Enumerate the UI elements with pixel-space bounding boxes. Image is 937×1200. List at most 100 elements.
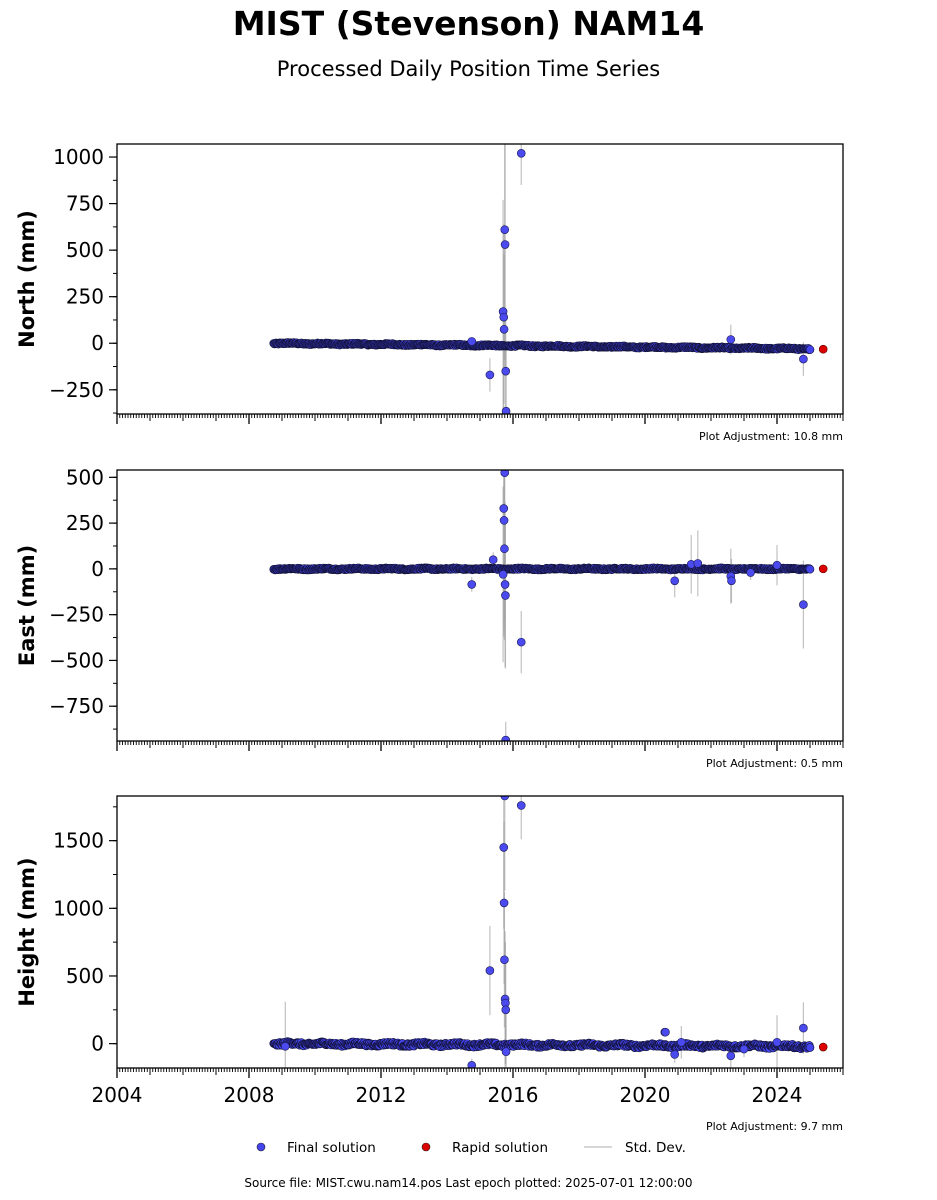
- final-solution-point: [799, 600, 808, 609]
- final-solution-point: [501, 1005, 511, 1015]
- legend-label: Final solution: [287, 1140, 376, 1156]
- final-solution-point: [467, 337, 477, 346]
- x-tick-label: 2004: [92, 1083, 143, 1107]
- y-axis-label: East (mm): [15, 545, 39, 666]
- final-solution-point: [693, 559, 703, 568]
- y-tick-label: −750: [49, 694, 104, 718]
- legend-label: Std. Dev.: [625, 1140, 686, 1156]
- panel-3: 0 500 1000 1500 2004 2008 2012 2016 2020 2024 Heig…: [15, 795, 844, 1133]
- axes-frame: [116, 469, 844, 742]
- y-tick-label: 250: [66, 285, 104, 309]
- y-tick-label: 250: [66, 511, 104, 535]
- legend: Final solution Rapid solution Std. Dev.: [256, 1140, 686, 1156]
- chart-subtitle: Processed Daily Position Time Series: [276, 57, 661, 81]
- source-footer: Source file: MIST.cwu.nam14.pos Last epo…: [244, 1176, 693, 1190]
- final-solution-point: [500, 240, 510, 249]
- final-solution-point: [516, 801, 526, 810]
- final-solution-point: [772, 1037, 782, 1047]
- y-tick-label: 0: [91, 331, 104, 355]
- final-solution-series: [269, 1037, 815, 1053]
- chart-title: MIST (Stevenson) NAM14: [232, 4, 705, 43]
- plot-adjustment-label: Plot Adjustment: 0.5 mm: [706, 757, 843, 770]
- y-tick-label: 1500: [53, 829, 104, 853]
- y-tick-label: 0: [91, 1032, 104, 1056]
- final-solution-point: [500, 955, 509, 965]
- y-tick-label: 1000: [53, 145, 104, 169]
- final-solution-point: [501, 591, 510, 600]
- plot-adjustment-label: Plot Adjustment: 10.8 mm: [699, 430, 843, 443]
- final-solution-point: [799, 1023, 808, 1033]
- final-solution-point: [500, 580, 510, 589]
- final-solution-point: [485, 370, 495, 380]
- final-solution-point: [501, 406, 511, 414]
- panel-1: −250 0 250 500 750 1000 North (mm) Plot Adjustm…: [15, 143, 844, 443]
- final-solution-point: [499, 516, 509, 525]
- legend-marker: [421, 1142, 431, 1152]
- plot-area: [269, 796, 828, 1068]
- final-solution-point: [501, 735, 511, 741]
- final-solution-point: [805, 345, 815, 354]
- final-solution-point: [499, 504, 509, 513]
- y-tick-label: 500: [66, 465, 104, 489]
- x-tick-label: 2012: [356, 1083, 407, 1107]
- y-tick-label: −500: [49, 648, 104, 672]
- y-axis-label: North (mm): [15, 210, 39, 348]
- final-solution-point: [500, 796, 510, 801]
- final-solution-point: [500, 544, 509, 554]
- final-solution-point: [661, 1027, 670, 1037]
- x-tick-label: 2020: [620, 1083, 671, 1107]
- legend-label: Rapid solution: [452, 1140, 548, 1156]
- final-solution-point: [676, 1037, 686, 1047]
- final-solution-series: [269, 563, 815, 575]
- final-solution-point: [501, 366, 511, 376]
- x-tick-label: 2016: [488, 1083, 539, 1107]
- final-solution-point: [516, 149, 526, 158]
- rapid-solution-point: [818, 344, 828, 354]
- final-solution-point: [500, 470, 510, 478]
- x-tick-label: 2008: [224, 1083, 275, 1107]
- final-solution-point: [280, 1042, 290, 1051]
- plot-adjustment-label: Plot Adjustment: 9.7 mm: [706, 1120, 843, 1133]
- y-tick-label: 0: [91, 557, 104, 581]
- y-tick-label: 500: [66, 964, 104, 988]
- final-solution-point: [726, 1051, 736, 1061]
- final-solution-point: [499, 312, 509, 322]
- axes-frame: [116, 795, 844, 1069]
- plot-area: [269, 470, 828, 741]
- y-tick-label: 750: [66, 192, 104, 216]
- final-solution-point: [746, 568, 755, 577]
- axes-frame: [116, 143, 844, 415]
- final-solution-point: [805, 1043, 815, 1052]
- y-tick-label: −250: [49, 378, 104, 402]
- final-solution-point: [499, 324, 509, 334]
- final-solution-series: [269, 338, 815, 354]
- final-solution-point: [499, 898, 509, 908]
- panel-2: −750 −500 −250 0 250 500 East (mm) Plot Adjustm…: [15, 465, 844, 770]
- final-solution-point: [488, 555, 498, 565]
- final-solution-point: [499, 843, 509, 852]
- final-solution-point: [501, 1047, 511, 1057]
- final-solution-point: [670, 1050, 680, 1059]
- y-tick-label: −250: [49, 603, 104, 627]
- final-solution-point: [467, 580, 477, 589]
- final-solution-point: [500, 225, 510, 234]
- final-solution-point: [670, 576, 680, 586]
- final-solution-point: [739, 1044, 749, 1054]
- final-solution-point: [772, 560, 782, 570]
- final-solution-point: [467, 1060, 477, 1068]
- final-solution-point: [799, 354, 808, 364]
- y-tick-label: 1000: [53, 896, 104, 920]
- y-axis-label: Height (mm): [15, 857, 39, 1006]
- final-solution-point: [498, 570, 508, 579]
- rapid-solution-point: [818, 564, 828, 574]
- final-solution-point: [485, 966, 495, 975]
- y-tick-label: 500: [66, 238, 104, 262]
- final-solution-point: [805, 564, 815, 574]
- legend-marker: [256, 1142, 266, 1152]
- final-solution-point: [516, 637, 526, 647]
- final-solution-point: [727, 576, 736, 586]
- x-tick-label: 2024: [752, 1083, 803, 1107]
- final-solution-point: [726, 335, 736, 344]
- plot-area: [269, 144, 828, 414]
